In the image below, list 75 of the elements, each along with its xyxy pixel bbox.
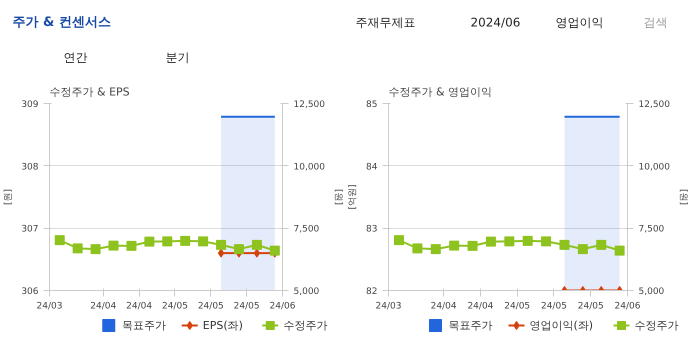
point [162, 236, 172, 246]
point [198, 236, 208, 246]
legend-label: 영업이익(좌) [530, 319, 594, 332]
y2-tick-label: 5,000 [638, 287, 665, 297]
point [180, 236, 190, 246]
chart-title: 수정주가 & 영업이익 [388, 86, 492, 98]
text: 분기 [166, 50, 190, 64]
y2-tick-label: 7,500 [294, 224, 320, 235]
x-tick-label: 24/04 [90, 302, 117, 312]
point [578, 244, 588, 254]
legend-label: 수정주가 [634, 319, 678, 332]
y-tick-label: 85 [366, 100, 378, 110]
point [270, 246, 280, 256]
point [541, 236, 552, 246]
point [216, 240, 226, 250]
x-tick-label: 24/04 [430, 302, 457, 312]
legend-label: 목표주가 [448, 319, 492, 332]
point [54, 235, 65, 246]
legend-label: 목표주가 [122, 319, 166, 332]
point [559, 240, 570, 250]
x-tick-label: 24/06 [614, 302, 641, 312]
point [486, 236, 496, 247]
point [90, 244, 101, 254]
y-tick-label: 84 [366, 162, 378, 172]
y2-tick-label: 10,000 [638, 162, 670, 172]
y-tick-label: 306 [21, 287, 39, 297]
text: 2024/06 [470, 16, 520, 30]
text: 연간 [64, 50, 88, 64]
y-tick-label: 83 [366, 224, 378, 235]
point [394, 235, 404, 246]
x-tick-label: 24/04 [467, 302, 494, 312]
y-tick-label: 308 [21, 162, 39, 172]
x-tick-label: 24/06 [270, 302, 296, 312]
x-tick-label: 24/05 [504, 302, 530, 312]
x-tick-label: 24/05 [540, 302, 567, 312]
text: 영업이익 [556, 16, 604, 30]
legend-label: EPS(좌) [202, 319, 243, 332]
y2-tick-label: 5,000 [294, 287, 320, 297]
point [449, 240, 460, 251]
y-tick-label: 307 [21, 224, 39, 235]
point [144, 236, 154, 247]
point [126, 240, 136, 251]
y2-tick-label: 12,500 [638, 100, 670, 110]
x-tick-label: 24/05 [578, 302, 604, 312]
y2-tick-label: 7,500 [638, 224, 665, 235]
text: 주가 & 컨센서스 [12, 15, 111, 30]
y2-axis-title: [원] [678, 188, 688, 206]
y-tick-label: 82 [366, 287, 378, 297]
y2-axis-title: [원] [332, 188, 343, 206]
point [412, 243, 422, 254]
y-axis-title: [억원] [348, 184, 358, 210]
x-tick-label: 24/04 [126, 302, 152, 312]
point [468, 240, 478, 251]
point [504, 236, 514, 246]
x-tick-label: 24/05 [162, 302, 188, 312]
text: 주재무제표 [356, 16, 416, 30]
legend-label: 수정주가 [283, 319, 328, 332]
y-axis-title: [원] [3, 188, 14, 206]
chart-title: 수정주가 & EPS [50, 86, 130, 98]
point [430, 244, 441, 254]
point [108, 240, 119, 251]
point [252, 240, 262, 250]
point [522, 236, 533, 246]
point [596, 240, 606, 250]
x-tick-label: 24/05 [234, 302, 260, 312]
point [72, 243, 83, 254]
x-tick-label: 24/03 [376, 302, 402, 312]
y-tick-label: 309 [21, 100, 39, 110]
y2-tick-label: 10,000 [294, 162, 326, 172]
x-tick-label: 24/05 [198, 302, 224, 312]
point [234, 244, 244, 254]
y2-tick-label: 12,500 [294, 100, 326, 110]
text: 검색 [644, 16, 668, 30]
point [614, 246, 625, 256]
x-tick-label: 24/03 [36, 302, 62, 312]
